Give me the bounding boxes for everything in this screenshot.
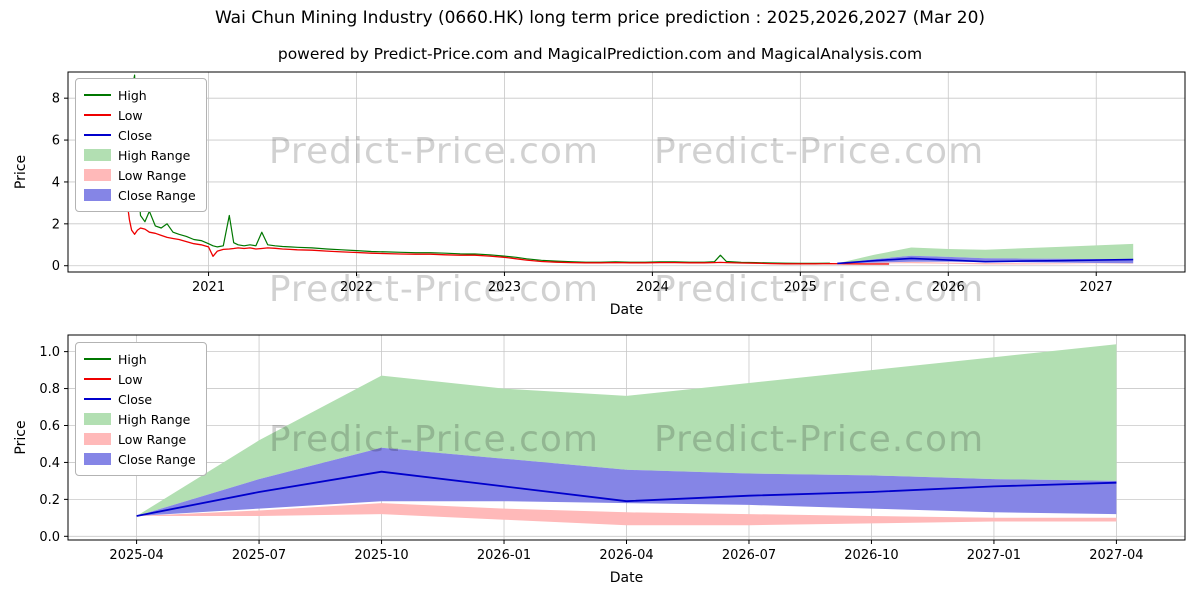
legend-label-close-range: Close Range xyxy=(118,451,196,467)
y-tick-label: 2 xyxy=(52,217,60,232)
high-range-swatch xyxy=(84,413,111,425)
close-range-swatch xyxy=(84,189,111,201)
high-line-swatch xyxy=(84,357,111,361)
low-line-swatch xyxy=(84,377,111,381)
legend-item-low-range: Low Range xyxy=(84,429,196,449)
x-tick-label: 2021 xyxy=(192,280,225,295)
x-tick-label: 2027 xyxy=(1080,280,1113,295)
y-axis-label: Price xyxy=(13,420,29,454)
x-tick-label: 2027-01 xyxy=(967,548,1021,563)
low-range-swatch xyxy=(84,433,111,445)
legend-label-close: Close xyxy=(118,391,153,407)
x-tick-label: 2025-04 xyxy=(109,548,163,563)
legend-item-close: Close xyxy=(84,125,196,145)
x-tick-label: 2026-10 xyxy=(844,548,898,563)
y-tick-label: 0.6 xyxy=(39,419,60,434)
y-tick-label: 0.0 xyxy=(39,530,60,545)
close-range-swatch xyxy=(84,453,111,465)
legend-item-low-range: Low Range xyxy=(84,165,196,185)
legend-box-forecast: High Low Close High Range Low Range Clos… xyxy=(75,342,207,476)
x-tick-label: 2025-10 xyxy=(354,548,408,563)
legend-item-low: Low xyxy=(84,105,196,125)
figure-subtitle: powered by Predict-Price.com and Magical… xyxy=(277,45,923,63)
x-tick-label: 2025-07 xyxy=(232,548,286,563)
y-tick-label: 0.8 xyxy=(39,382,60,397)
close-range-band xyxy=(136,447,1117,516)
low-range-band xyxy=(136,503,1117,526)
legend-label-high-range: High Range xyxy=(118,411,191,427)
legend-label-low: Low xyxy=(118,371,143,387)
low-range-band xyxy=(837,261,1134,265)
close-line-swatch xyxy=(84,133,111,137)
legend-label-close-range: Close Range xyxy=(118,187,196,203)
y-tick-label: 8 xyxy=(52,92,60,107)
legend-label-high: High xyxy=(118,87,147,103)
x-tick-label: 2026-04 xyxy=(599,548,653,563)
legend-item-high: High xyxy=(84,349,196,369)
page-title: Wai Chun Mining Industry (0660.HK) long … xyxy=(214,8,986,28)
x-axis-label: Date xyxy=(610,302,643,318)
legend-label-low-range: Low Range xyxy=(118,431,187,447)
legend-item-low: Low xyxy=(84,369,196,389)
x-tick-label: 2022 xyxy=(340,280,373,295)
y-axis-label: Price xyxy=(13,155,29,189)
legend-label-low-range: Low Range xyxy=(118,167,187,183)
legend-label-high-range: High Range xyxy=(118,147,191,163)
high-range-band xyxy=(837,243,1134,264)
x-tick-label: 2026 xyxy=(932,280,965,295)
high-line-swatch xyxy=(84,93,111,97)
legend-item-close-range: Close Range xyxy=(84,449,196,469)
y-tick-label: 6 xyxy=(52,134,60,149)
x-axis-label: Date xyxy=(610,570,643,586)
legend-box-history: High Low Close High Range Low Range Clos… xyxy=(75,78,207,212)
x-tick-label: 2024 xyxy=(636,280,669,295)
x-tick-label: 2025 xyxy=(784,280,817,295)
y-tick-label: 0.4 xyxy=(39,456,60,471)
legend-item-high-range: High Range xyxy=(84,409,196,429)
x-tick-label: 2026-01 xyxy=(477,548,531,563)
high-range-band xyxy=(136,344,1117,516)
legend-label-close: Close xyxy=(118,127,153,143)
low-line xyxy=(105,202,890,265)
high-range-swatch xyxy=(84,149,111,161)
legend-item-close-range: Close Range xyxy=(84,185,196,205)
y-tick-label: 4 xyxy=(52,175,60,190)
close-line-swatch xyxy=(84,397,111,401)
close-line xyxy=(837,257,1134,265)
x-tick-label: 2023 xyxy=(488,280,521,295)
close-line xyxy=(136,470,1117,517)
legend-item-high-range: High Range xyxy=(84,145,196,165)
low-line-swatch xyxy=(84,113,111,117)
x-tick-label: 2027-04 xyxy=(1089,548,1143,563)
y-tick-label: 0 xyxy=(52,259,60,274)
plot-background xyxy=(68,72,1185,272)
y-tick-label: 1.0 xyxy=(39,345,60,360)
x-tick-label: 2026-07 xyxy=(722,548,776,563)
high-line xyxy=(105,74,830,264)
legend-label-high: High xyxy=(118,351,147,367)
plot-border xyxy=(67,71,1186,273)
low-range-swatch xyxy=(84,169,111,181)
forecast-price-chart: 2025-04 2025-07 2025-10 2026-01 2026-04 2026-… xyxy=(13,334,1186,586)
legend-item-high: High xyxy=(84,85,196,105)
legend-label-low: Low xyxy=(118,107,143,123)
history-price-chart: 2021 2022 2023 2024 2025 2026 2027 0 2 4 6 8 Date Pri… xyxy=(13,71,1186,318)
y-tick-label: 0.2 xyxy=(39,493,60,508)
legend-item-close: Close xyxy=(84,389,196,409)
